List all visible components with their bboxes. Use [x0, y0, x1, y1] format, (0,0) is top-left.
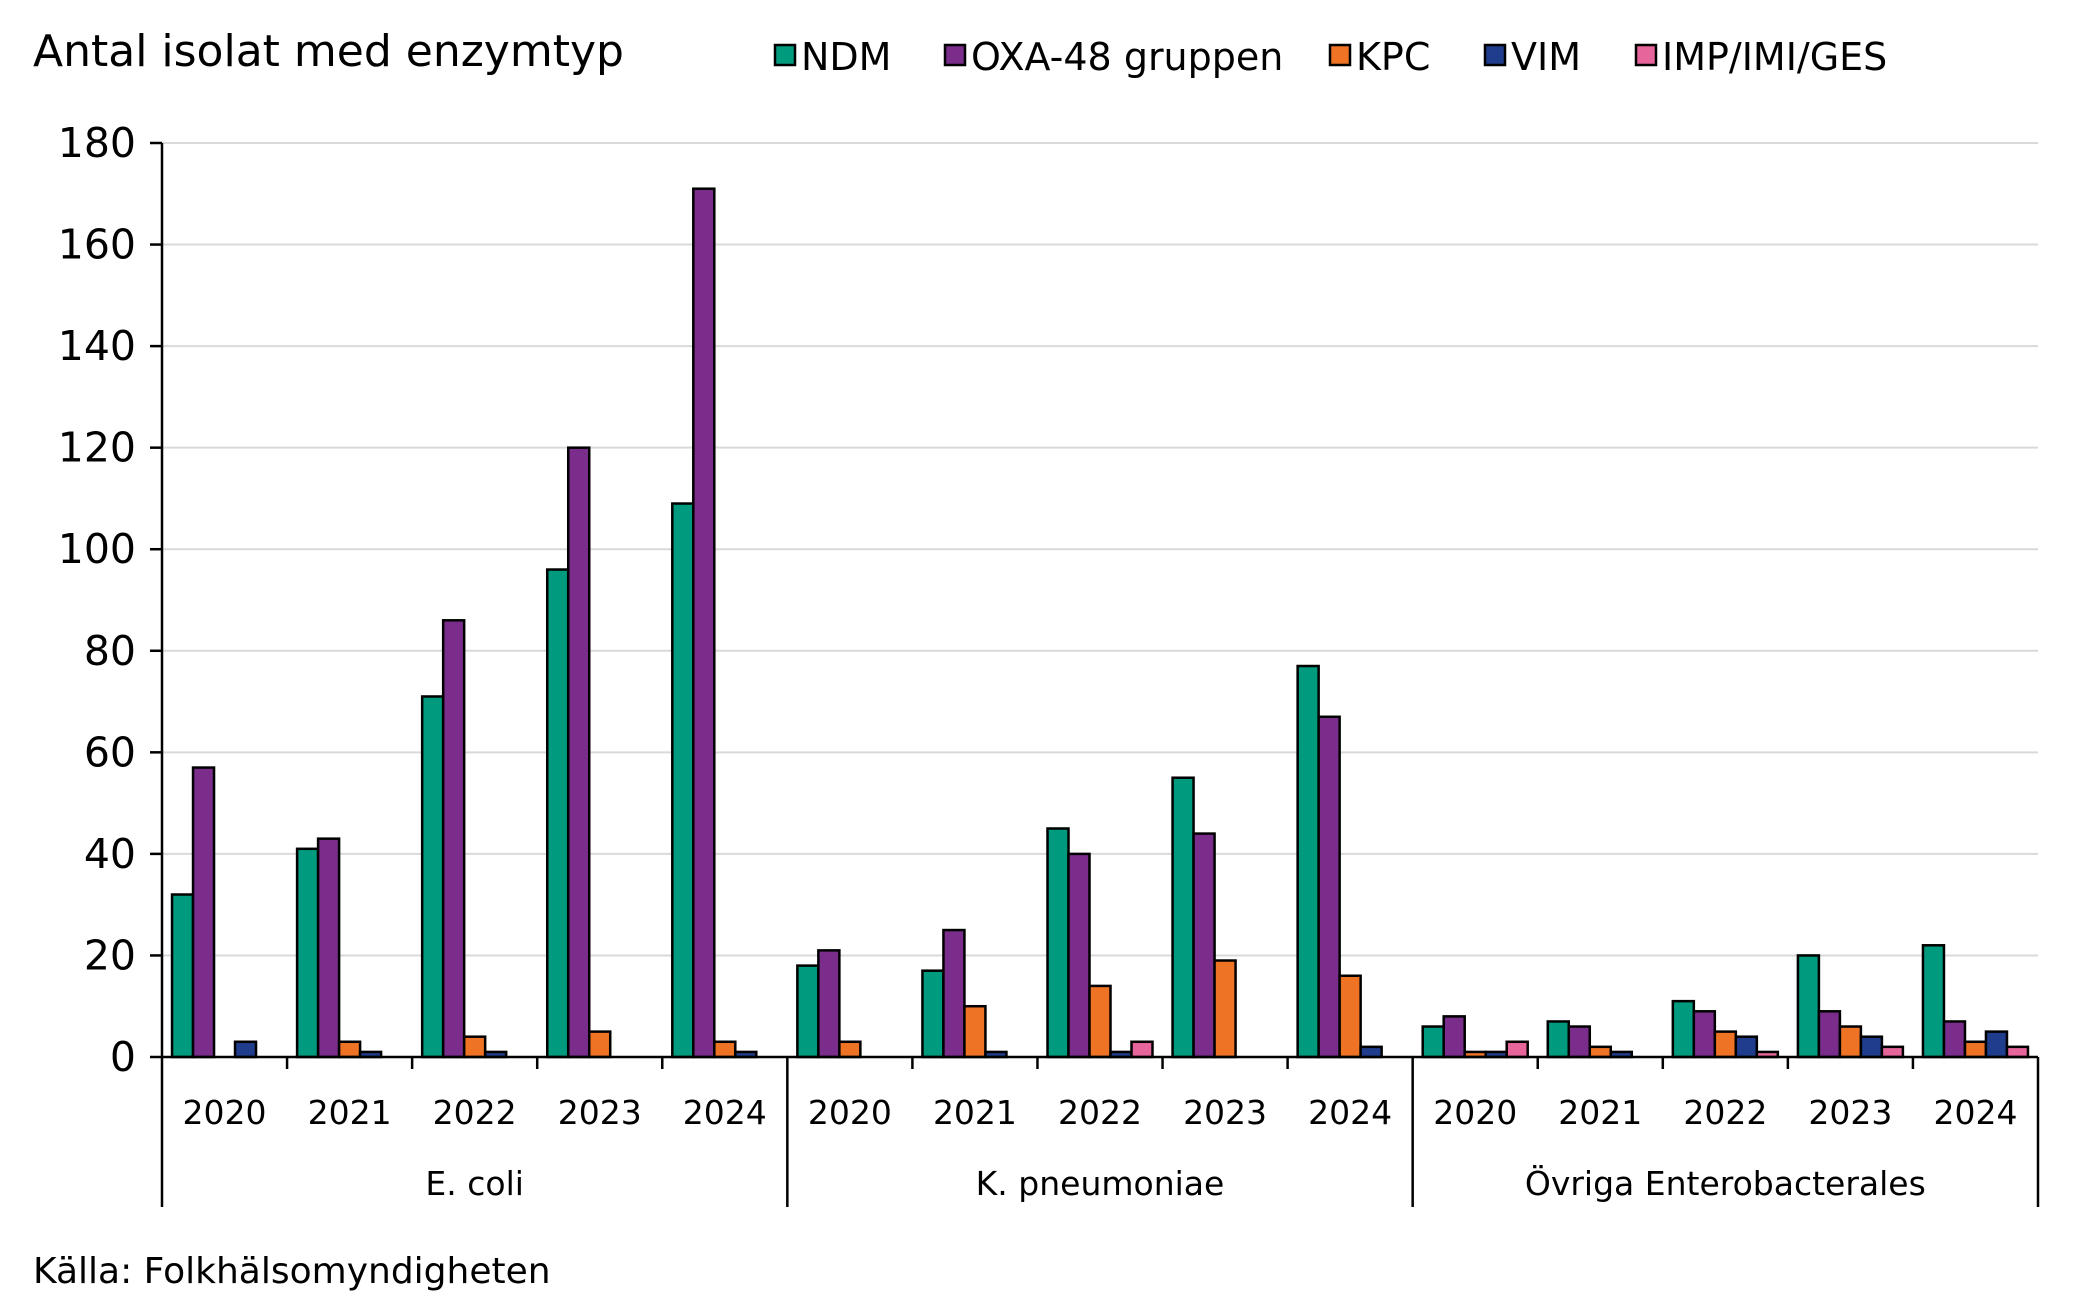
bar [1588, 1045, 1613, 1059]
legend-swatch [1634, 43, 1658, 67]
legend-label: NDM [801, 35, 891, 79]
x-tick-label: 2022 [1058, 1093, 1142, 1132]
x-tick-label: 2022 [433, 1093, 517, 1132]
group-label: E. coli [425, 1164, 524, 1203]
bar [1671, 999, 1696, 1059]
bar [566, 446, 591, 1059]
bar [191, 766, 216, 1059]
y-tick-label: 0 [110, 1033, 136, 1081]
x-tick-label: 2021 [933, 1093, 1017, 1132]
legend-label: IMP/IMI/GES [1662, 35, 1887, 79]
legend-label: OXA-48 gruppen [971, 35, 1283, 79]
bar [1546, 1020, 1571, 1059]
x-tick-label: 2020 [1433, 1093, 1517, 1132]
bar [295, 847, 320, 1059]
bar [1921, 944, 1946, 1059]
bar [1838, 1025, 1863, 1059]
group-label: Övriga Enterobacterales [1525, 1163, 1926, 1203]
bar [170, 893, 195, 1059]
bar [337, 1040, 362, 1059]
bar [441, 619, 466, 1059]
bar [233, 1040, 258, 1059]
bar [1692, 1010, 1717, 1059]
bar [1046, 827, 1070, 1059]
bar [1713, 1030, 1738, 1059]
bar [1421, 1025, 1445, 1059]
y-tick-label: 80 [84, 627, 136, 675]
x-tick-label: 2020 [183, 1093, 267, 1132]
y-tick-label: 40 [84, 830, 136, 878]
bar [1317, 715, 1341, 1059]
x-tick-label: 2024 [1933, 1093, 2017, 1132]
x-tick-label: 2023 [558, 1093, 642, 1132]
bar [1067, 852, 1091, 1059]
x-tick-label: 2021 [308, 1093, 392, 1132]
bar [1442, 1015, 1466, 1059]
bar [1567, 1025, 1592, 1059]
x-tick-label: 2021 [1558, 1093, 1642, 1132]
bar [316, 837, 341, 1059]
bar [420, 695, 445, 1059]
bar [1734, 1035, 1759, 1059]
y-tick-label: 100 [58, 525, 136, 573]
bar [1984, 1030, 2009, 1059]
bar [796, 964, 820, 1059]
bar [1296, 664, 1320, 1059]
legend-label: KPC [1356, 35, 1430, 79]
bar [1963, 1040, 1988, 1059]
y-axis-label: Antal isolat med enzymtyp [33, 26, 624, 77]
bar [1338, 974, 1362, 1059]
legend-swatch [943, 43, 967, 67]
bar [713, 1040, 737, 1059]
bar [1213, 959, 1237, 1059]
legend-label: VIM [1511, 35, 1581, 79]
legend-swatch [1328, 43, 1352, 67]
bar [692, 187, 716, 1059]
y-tick-label: 140 [58, 322, 136, 370]
bar [1192, 832, 1216, 1059]
legend-swatch [773, 43, 797, 67]
x-tick-label: 2024 [1308, 1093, 1392, 1132]
bar [1859, 1035, 1884, 1059]
bar [963, 1004, 987, 1059]
bar [921, 969, 945, 1059]
bar [1359, 1045, 1383, 1059]
source-note: Källa: Folkhälsomyndigheten [33, 1251, 551, 1292]
bar [2005, 1045, 2030, 1059]
bar [545, 568, 570, 1059]
bar [838, 1040, 862, 1059]
bar [462, 1035, 487, 1059]
bar [1796, 954, 1821, 1059]
y-tick-label: 180 [58, 119, 136, 167]
bar [587, 1030, 612, 1059]
bar [1088, 984, 1112, 1059]
y-tick-label: 160 [58, 221, 136, 269]
x-tick-label: 2020 [808, 1093, 892, 1132]
bar [1505, 1040, 1529, 1059]
bar [1942, 1020, 1967, 1059]
legend-swatch [1483, 43, 1507, 67]
bar [1130, 1040, 1154, 1059]
group-label: K. pneumoniae [976, 1164, 1225, 1203]
x-tick-label: 2023 [1183, 1093, 1267, 1132]
y-tick-label: 120 [58, 424, 136, 472]
bar [671, 502, 695, 1059]
bar [942, 928, 966, 1059]
bar [1171, 776, 1195, 1059]
x-tick-label: 2022 [1683, 1093, 1767, 1132]
bar [1817, 1010, 1842, 1059]
bar [817, 949, 841, 1059]
y-tick-label: 20 [84, 931, 136, 979]
y-tick-label: 60 [84, 728, 136, 776]
x-tick-label: 2024 [683, 1093, 767, 1132]
x-tick-label: 2023 [1808, 1093, 1892, 1132]
bar [1880, 1045, 1905, 1059]
